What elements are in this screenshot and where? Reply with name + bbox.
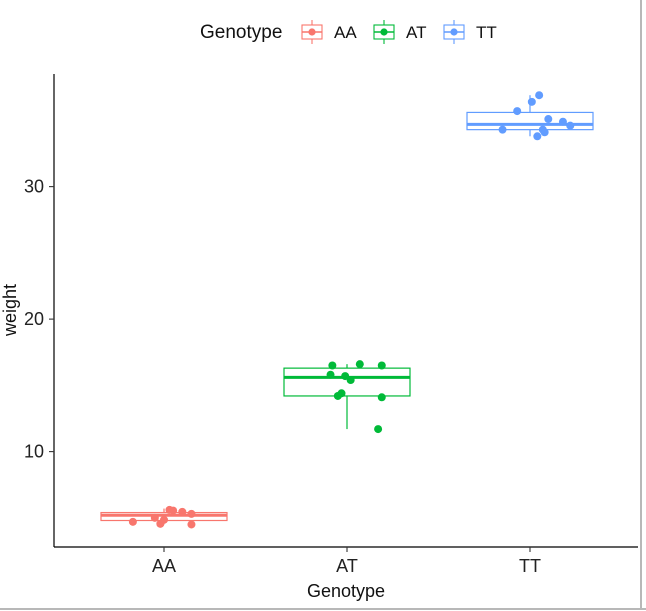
data-point <box>328 361 337 370</box>
legend-key-point <box>380 28 388 36</box>
y-tick-label: 10 <box>24 442 44 462</box>
x-tick-label: AA <box>152 556 176 576</box>
data-point <box>498 125 507 134</box>
legend-item-tt: TT <box>443 20 497 44</box>
data-point <box>326 370 335 379</box>
data-point <box>535 91 544 100</box>
legend-label: AT <box>406 23 426 42</box>
data-point <box>544 115 553 124</box>
axes: 10 20 30 AA AT TT Genotype weight <box>0 74 638 601</box>
x-tick-label: AT <box>336 556 358 576</box>
data-point <box>346 376 355 385</box>
legend-label: AA <box>334 23 357 42</box>
legend-key-point <box>450 28 458 36</box>
plot-area <box>100 91 594 529</box>
legend-title: Genotype <box>200 22 282 43</box>
data-point <box>169 506 178 515</box>
data-point <box>160 515 168 524</box>
legend-label: TT <box>476 23 497 42</box>
data-point <box>377 393 386 402</box>
x-axis-title: Genotype <box>307 581 385 601</box>
legend-key-point <box>308 28 316 36</box>
box-iqr <box>283 367 411 397</box>
data-point <box>540 128 549 137</box>
data-point <box>377 361 386 370</box>
data-point <box>374 425 383 434</box>
window-bottom-border <box>0 608 646 610</box>
data-point <box>558 117 567 126</box>
data-point <box>178 507 187 516</box>
y-tick-label: 30 <box>24 177 44 197</box>
data-point <box>337 389 346 398</box>
data-point <box>150 513 159 522</box>
box-at <box>283 364 411 430</box>
x-tick-label: TT <box>519 556 541 576</box>
y-axis-title: weight <box>0 284 20 337</box>
data-point <box>355 360 364 369</box>
data-point <box>513 107 522 116</box>
data-point <box>187 509 196 518</box>
legend-item-aa: AA <box>301 20 357 44</box>
legend: Genotype AA AT TT <box>200 20 497 44</box>
data-point <box>128 517 137 526</box>
box-iqr <box>466 111 594 131</box>
data-point <box>566 121 575 130</box>
data-point <box>187 520 196 529</box>
data-point <box>527 97 536 106</box>
data-point <box>533 132 542 141</box>
y-tick-label: 20 <box>24 309 44 329</box>
legend-item-at: AT <box>373 20 426 44</box>
window-right-border <box>640 0 642 610</box>
data-point <box>341 372 350 381</box>
